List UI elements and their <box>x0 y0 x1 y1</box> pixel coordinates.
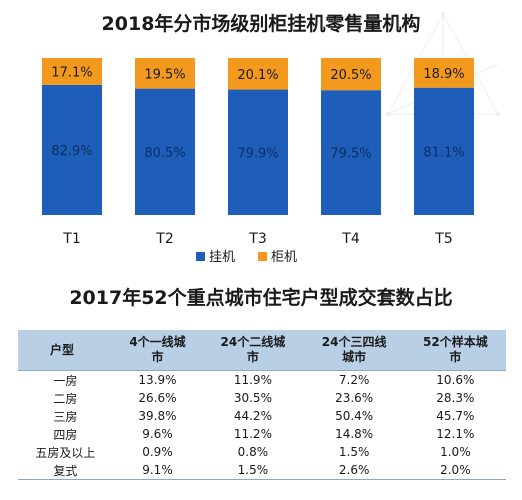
x-tick-label: T1 <box>62 231 80 247</box>
table-cell: 7.2% <box>338 373 370 387</box>
row-header-cell: 二房 <box>53 391 78 406</box>
x-tick-label: T3 <box>248 231 266 247</box>
table-cell: 1.5% <box>338 445 370 459</box>
bar-T5-挂机 <box>414 87 474 215</box>
table-cell: 39.8% <box>138 409 177 423</box>
bar-T4-挂机 <box>321 90 381 215</box>
data-label-T2-挂机: 80.5% <box>144 146 185 161</box>
table-cell: 11.9% <box>233 373 272 387</box>
table-cell: 1.5% <box>202 461 304 480</box>
table-cell: 26.6% <box>138 391 177 405</box>
table-cell: 2.6% <box>303 461 405 480</box>
x-tick-label: T4 <box>341 231 360 247</box>
chart-title: 2018年分市场级别柜挂机零售量机构 <box>102 12 421 35</box>
column-header: 4个一线城市 <box>112 330 203 371</box>
data-label-T1-柜机: 17.1% <box>51 65 92 80</box>
column-header: 户型 <box>18 330 113 371</box>
table-cell: 12.1% <box>436 427 475 441</box>
column-header: 24个三四线 城市 <box>303 330 405 371</box>
legend-swatch-挂机 <box>196 252 205 261</box>
row-header-cell: 五房及以上 <box>35 445 96 460</box>
bar-T3-柜机 <box>228 58 288 90</box>
table-row: 四房 9.6% 11.2% 14.8% 12.1% <box>18 425 506 443</box>
table-cell: 10.6% <box>436 373 475 387</box>
bar-T2-挂机 <box>135 88 195 215</box>
data-label-T5-挂机: 81.1% <box>423 145 464 160</box>
bar-T2-柜机 <box>135 58 195 89</box>
legend-label-柜机: 柜机 <box>271 250 297 265</box>
bar-T4-柜机 <box>321 58 381 91</box>
row-header-cell: 复式 <box>18 461 113 480</box>
legend-label-挂机: 挂机 <box>209 250 235 265</box>
legend-swatch-柜机 <box>258 252 267 261</box>
table-title: 2017年52个重点城市住宅户型成交套数占比 <box>69 287 453 309</box>
bar-T5-柜机 <box>414 58 474 88</box>
bar-T3-挂机 <box>228 89 288 215</box>
row-header-cell: 一房 <box>53 373 78 388</box>
data-label-T2-柜机: 19.5% <box>144 67 185 82</box>
table-cell: 13.9% <box>138 373 177 387</box>
bar-group: 82.9% 17.1% T1 80.5% 19.5% T2 79.9% 20.1% T3 79.5… <box>42 58 474 247</box>
bar-T1-挂机 <box>42 84 102 215</box>
table-cell: 0.9% <box>142 445 173 459</box>
table-cell: 45.7% <box>436 409 475 423</box>
table-row: 五房及以上 0.9% 0.8% 1.5% 1.0% <box>18 443 506 461</box>
x-tick-label: T2 <box>155 231 173 247</box>
table-cell: 14.8% <box>335 427 374 441</box>
data-label-T3-挂机: 79.9% <box>237 146 278 161</box>
row-header-cell: 四房 <box>53 427 78 442</box>
table-cell: 1.0% <box>440 445 471 459</box>
column-header: 24个二线城市 <box>202 330 304 371</box>
table-cell: 50.4% <box>335 409 374 423</box>
row-header-cell: 三房 <box>53 409 78 424</box>
data-label-T4-挂机: 79.5% <box>330 147 371 162</box>
table-row: 一房 13.9% 11.9% 7.2% 10.6% <box>18 371 506 390</box>
stacked-bar-chart: 2018年分市场级别柜挂机零售量机构 82.9% 17.1% T1 80.5% 19.5… <box>42 12 474 265</box>
bar-T1-柜机 <box>42 58 102 85</box>
table-cell: 0.8% <box>237 445 269 459</box>
table-cell: 44.2% <box>233 409 272 423</box>
table-cell: 9.6% <box>142 427 173 441</box>
data-label-T4-柜机: 20.5% <box>330 68 371 83</box>
table-cell: 2.0% <box>404 461 506 480</box>
data-label-T5-柜机: 18.9% <box>423 67 464 82</box>
table-row: 二房 26.6% 30.5% 23.6% 28.3% <box>18 389 506 407</box>
chart-legend: 挂机 柜机 <box>196 250 297 265</box>
data-table: 户型 4个一线城市 24个二线城市 24个三四线 城市 52个样本城市 一房 13.9% 11… <box>18 330 506 480</box>
table-cell: 23.6% <box>335 391 374 405</box>
data-label-T1-挂机: 82.9% <box>51 144 92 159</box>
column-header: 52个样本城市 <box>404 330 506 371</box>
table-cell: 9.1% <box>112 461 203 480</box>
table-cell: 11.2% <box>233 427 272 441</box>
table-header-row: 户型 4个一线城市 24个二线城市 24个三四线 城市 52个样本城市 <box>18 330 506 371</box>
table-cell: 30.5% <box>233 391 272 405</box>
table-row: 复式 9.1% 1.5% 2.6% 2.0% <box>18 461 506 480</box>
table-row: 三房 39.8% 44.2% 50.4% 45.7% <box>18 407 506 425</box>
table-cell: 28.3% <box>436 391 475 405</box>
x-tick-label: T5 <box>434 231 452 247</box>
data-label-T3-柜机: 20.1% <box>237 68 278 83</box>
table-body: 一房 13.9% 11.9% 7.2% 10.6% 二房 26.6% 30.5% 23.6% 28… <box>18 371 506 480</box>
